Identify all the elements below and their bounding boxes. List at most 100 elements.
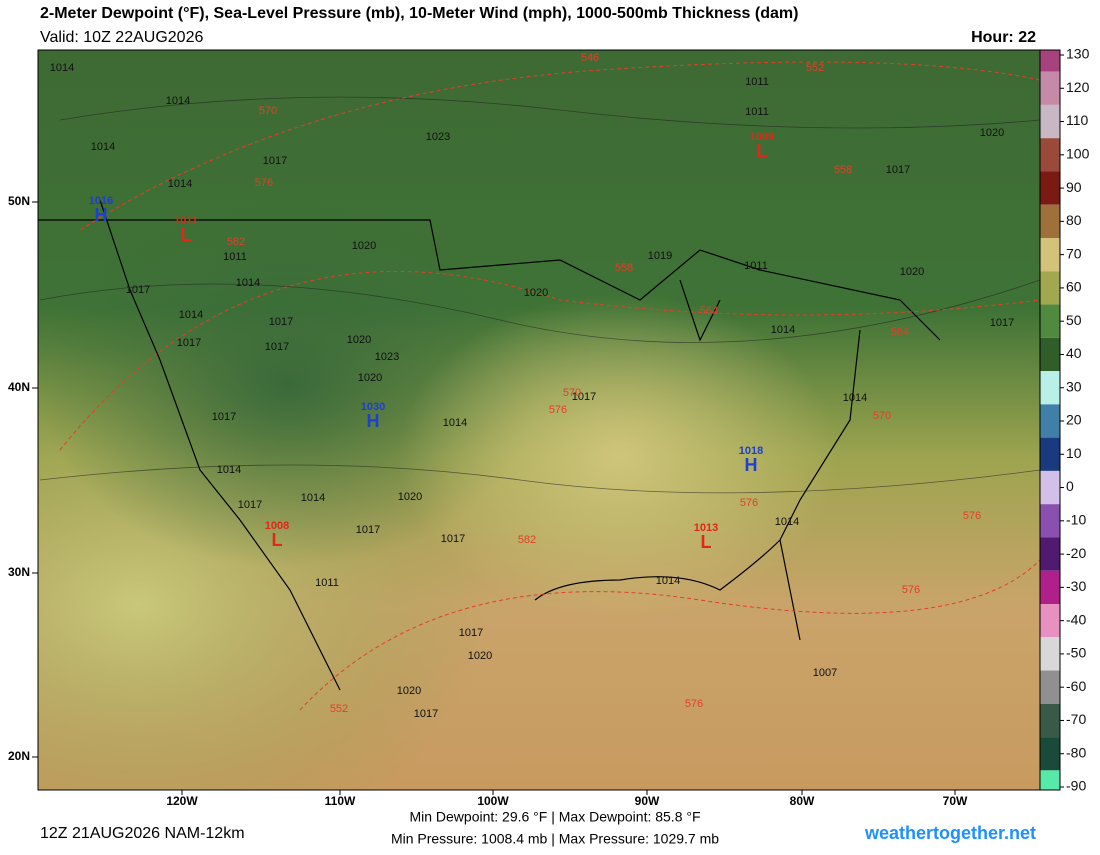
- isobar-label: 1017: [356, 524, 380, 536]
- center-value: 1016: [89, 195, 113, 207]
- isobar-label: 1017: [212, 411, 236, 423]
- isobar-label: 1017: [572, 391, 596, 403]
- colorbar-segment: [1040, 437, 1060, 471]
- colorbar-segment: [1040, 71, 1060, 105]
- colorbar-segment: [1040, 504, 1060, 538]
- lat-label: 30N: [8, 565, 30, 579]
- colorbar-label: 30: [1066, 378, 1082, 394]
- isobar-label: 1014: [168, 178, 192, 190]
- isobar-label: 1023: [375, 351, 399, 363]
- isobar-label: 1014: [843, 392, 867, 404]
- isobar-label: 1014: [166, 95, 190, 107]
- thickness-label: 558: [615, 262, 633, 274]
- center-value: 1008: [265, 520, 289, 532]
- thickness-label: 570: [259, 105, 277, 117]
- site-name: weathertogether.net: [864, 823, 1036, 843]
- isobar-label: 1011: [745, 106, 769, 118]
- thickness-label: 576: [255, 177, 273, 189]
- colorbar-label: 0: [1066, 478, 1074, 494]
- center-letter: H: [367, 411, 380, 431]
- colorbar-segment: [1040, 50, 1060, 72]
- thickness-label: 576: [902, 584, 920, 596]
- isobar-label: 1020: [358, 372, 382, 384]
- lon-label: 90W: [635, 794, 660, 808]
- thickness-label: 552: [806, 62, 824, 74]
- lon-label: 100W: [477, 794, 509, 808]
- isobar-label: 1017: [886, 164, 910, 176]
- isobar-label: 1017: [263, 155, 287, 167]
- isobar-label: 1014: [236, 277, 260, 289]
- lon-label: 120W: [166, 794, 198, 808]
- isobars: [39, 96, 1040, 494]
- isobar-label: 1020: [468, 650, 492, 662]
- isobar-label: 1011: [223, 251, 247, 263]
- thickness-lines: [59, 61, 1040, 711]
- colorbar-segment: [1040, 470, 1060, 505]
- thickness-label: 576: [549, 404, 567, 416]
- colorbar-segment: [1040, 737, 1060, 771]
- colorbar-label: -70: [1066, 711, 1086, 727]
- colorbar-label: -30: [1066, 578, 1086, 594]
- colorbar-segment: [1040, 670, 1060, 704]
- colorbar-label: 110: [1066, 112, 1089, 128]
- center-value: 1018: [739, 445, 763, 457]
- isobar-label: 1014: [771, 324, 795, 336]
- isobar-label: 1007: [813, 667, 837, 679]
- colorbar-segment: [1040, 404, 1060, 438]
- title: 2-Meter Dewpoint (°F), Sea-Level Pressur…: [40, 5, 798, 22]
- thickness-label: 570: [563, 387, 581, 399]
- isobar-label: 1011: [745, 76, 769, 88]
- colorbar-label: 120: [1066, 79, 1090, 95]
- isobar-label: 1019: [648, 250, 672, 262]
- thickness-label: 582: [518, 534, 536, 546]
- colorbar-segment: [1040, 703, 1060, 738]
- colorbar-label: -60: [1066, 678, 1086, 694]
- isobar-label: 1014: [179, 309, 203, 321]
- center-value: 1009: [750, 131, 774, 143]
- colorbar-label: -80: [1066, 744, 1086, 760]
- isobar-label: 1014: [50, 62, 74, 74]
- isobar-label: 1017: [238, 499, 262, 511]
- plains-shading: [38, 50, 1040, 790]
- colorbar-segment: [1040, 271, 1060, 305]
- colorbar-segment: [1040, 637, 1060, 671]
- isobar-label: 1017: [126, 284, 150, 296]
- forecast-hour: Hour: 22: [971, 29, 1036, 46]
- isobar-label: 1020: [352, 240, 376, 252]
- dewpoint-stats: Min Dewpoint: 29.6 °F | Max Dewpoint: 85…: [409, 809, 700, 825]
- thickness-label: 570: [873, 410, 891, 422]
- colorbar-segment: [1040, 304, 1060, 338]
- isobar-label: 1020: [524, 287, 548, 299]
- isobar-label: 1023: [426, 131, 450, 143]
- isobar-label: 1017: [269, 316, 293, 328]
- isobar-label: 1020: [980, 127, 1004, 139]
- isobar-label: 1014: [443, 417, 467, 429]
- isobar-label: 1017: [441, 533, 465, 545]
- isobar-label: 1014: [301, 492, 325, 504]
- colorbar-segment: [1040, 604, 1060, 638]
- lat-label: 40N: [8, 380, 30, 394]
- colorbar-label: 10: [1066, 445, 1082, 461]
- isobar-label: 1020: [397, 685, 421, 697]
- isobar-label: 1011: [315, 577, 339, 589]
- map-area: 1014 1014 1014 1017 1014 1023 1011 1011 1020 1017…: [38, 50, 1040, 790]
- center-value: 1011: [174, 215, 198, 227]
- colorbar-label: -50: [1066, 645, 1086, 661]
- center-letter: L: [272, 530, 283, 550]
- colorbar-segment: [1040, 138, 1060, 172]
- colorbar-label: -40: [1066, 611, 1086, 627]
- colorbar-segment: [1040, 570, 1060, 604]
- thickness-label: 558: [834, 164, 852, 176]
- thickness-label: 576: [963, 510, 981, 522]
- isobar-label: 1017: [459, 627, 483, 639]
- isobar-label: 1014: [656, 575, 680, 587]
- isobar-label: 1017: [265, 341, 289, 353]
- isobar-label: 1014: [775, 516, 799, 528]
- colorbar-label: 130: [1066, 46, 1090, 62]
- colorbar-label: 80: [1066, 212, 1082, 228]
- lat-label: 20N: [8, 749, 30, 763]
- model-run: 12Z 21AUG2026 NAM-12km: [40, 825, 245, 842]
- isobar-label: 1017: [414, 708, 438, 720]
- colorbar-label: 100: [1066, 146, 1090, 162]
- colorbar-segment: [1040, 104, 1060, 139]
